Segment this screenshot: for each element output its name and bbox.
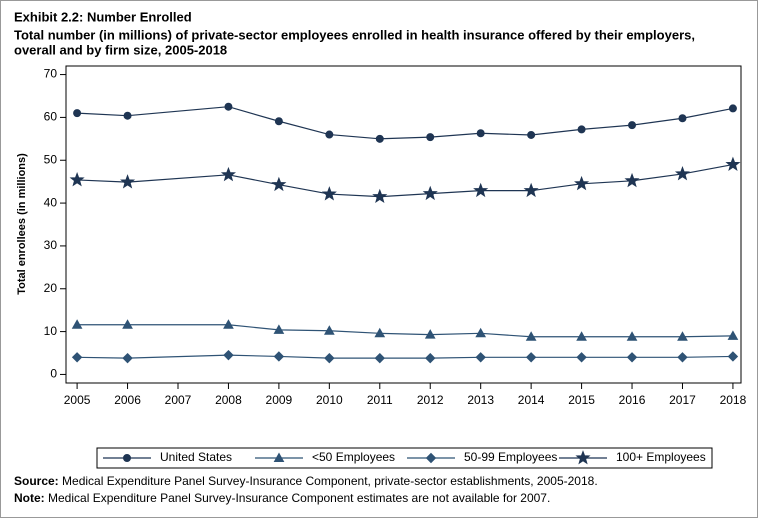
- marker: [223, 349, 234, 361]
- x-tick-label: 2005: [64, 393, 91, 407]
- chart-title: Exhibit 2.2: Number Enrolled: [14, 9, 192, 24]
- marker: [323, 325, 335, 335]
- marker: [425, 352, 436, 364]
- y-tick-label: 0: [50, 367, 57, 381]
- x-tick-label: 2006: [114, 393, 141, 407]
- marker: [375, 134, 384, 143]
- legend-label: 100+ Employees: [616, 450, 706, 464]
- x-tick-label: 2007: [165, 393, 192, 407]
- marker: [575, 450, 591, 465]
- marker: [424, 329, 436, 339]
- marker: [325, 130, 334, 139]
- marker: [220, 166, 236, 182]
- y-tick-label: 50: [44, 152, 58, 166]
- y-tick-label: 60: [44, 110, 58, 124]
- note-label: Note:: [14, 491, 45, 505]
- marker: [374, 327, 386, 338]
- marker: [577, 125, 586, 134]
- marker: [576, 352, 587, 363]
- marker: [372, 188, 388, 204]
- y-tick-label: 20: [44, 281, 58, 295]
- source-label: Source:: [14, 474, 59, 488]
- marker: [122, 352, 133, 364]
- marker: [425, 452, 437, 464]
- marker: [123, 111, 132, 120]
- x-tick-label: 2017: [669, 393, 696, 407]
- x-tick-label: 2013: [467, 393, 494, 407]
- marker: [273, 324, 285, 334]
- marker: [527, 130, 536, 139]
- marker: [473, 182, 489, 198]
- marker: [628, 121, 637, 130]
- plot-frame: [65, 65, 742, 384]
- marker: [71, 319, 83, 329]
- legend-label: United States: [160, 450, 232, 464]
- marker: [122, 319, 133, 329]
- source-text: Medical Expenditure Panel Survey-Insuran…: [62, 474, 598, 488]
- x-tick-label: 2009: [266, 393, 293, 407]
- note-text: Medical Expenditure Panel Survey-Insuran…: [48, 491, 550, 505]
- marker: [223, 319, 234, 329]
- marker: [525, 331, 537, 341]
- marker: [677, 352, 688, 363]
- legend-label: <50 Employees: [312, 450, 395, 464]
- marker: [422, 185, 438, 201]
- chart-subtitle: Total number (in millions) of private-se…: [14, 27, 695, 42]
- marker: [476, 129, 485, 138]
- marker: [274, 117, 283, 126]
- marker: [728, 104, 737, 113]
- x-tick-label: 2010: [316, 393, 343, 407]
- marker: [674, 166, 691, 181]
- marker: [727, 351, 739, 362]
- legend-box: [96, 447, 713, 469]
- x-tick-label: 2014: [518, 393, 545, 407]
- x-tick-label: 2012: [417, 393, 444, 407]
- marker: [475, 352, 486, 363]
- x-tick-label: 2015: [568, 393, 595, 407]
- y-tick-label: 30: [44, 238, 58, 252]
- source: Source: Medical Expenditure Panel Survey…: [14, 474, 598, 488]
- marker: [374, 352, 385, 364]
- marker: [273, 452, 285, 462]
- y-tick-label: 40: [44, 195, 58, 209]
- note: Note: Medical Expenditure Panel Survey-I…: [14, 491, 550, 505]
- marker: [678, 114, 687, 123]
- marker: [677, 331, 688, 341]
- marker: [576, 331, 587, 341]
- marker: [324, 352, 335, 364]
- marker: [71, 352, 83, 363]
- marker: [475, 327, 487, 338]
- marker: [574, 175, 590, 191]
- marker: [523, 182, 539, 198]
- marker: [426, 133, 435, 142]
- marker: [321, 186, 337, 201]
- y-tick-label: 10: [44, 324, 58, 338]
- x-tick-label: 2011: [367, 393, 393, 407]
- marker: [73, 109, 82, 118]
- x-tick-label: 2016: [619, 393, 646, 407]
- marker: [725, 156, 741, 171]
- marker: [626, 331, 638, 341]
- y-tick-label: 70: [44, 67, 58, 81]
- marker: [273, 351, 285, 362]
- marker: [624, 172, 640, 188]
- marker: [271, 176, 287, 192]
- marker: [626, 352, 638, 363]
- marker: [123, 454, 131, 462]
- marker: [120, 174, 136, 189]
- chart-subtitle: overall and by firm size, 2005-2018: [14, 42, 227, 57]
- marker: [727, 330, 739, 340]
- legend-label: 50-99 Employees: [464, 450, 557, 464]
- marker: [69, 172, 85, 187]
- y-axis-label: Total enrollees (in millions): [16, 153, 28, 295]
- marker: [525, 352, 537, 363]
- marker: [224, 102, 233, 111]
- x-tick-label: 2018: [720, 393, 747, 407]
- x-tick-label: 2008: [215, 393, 242, 407]
